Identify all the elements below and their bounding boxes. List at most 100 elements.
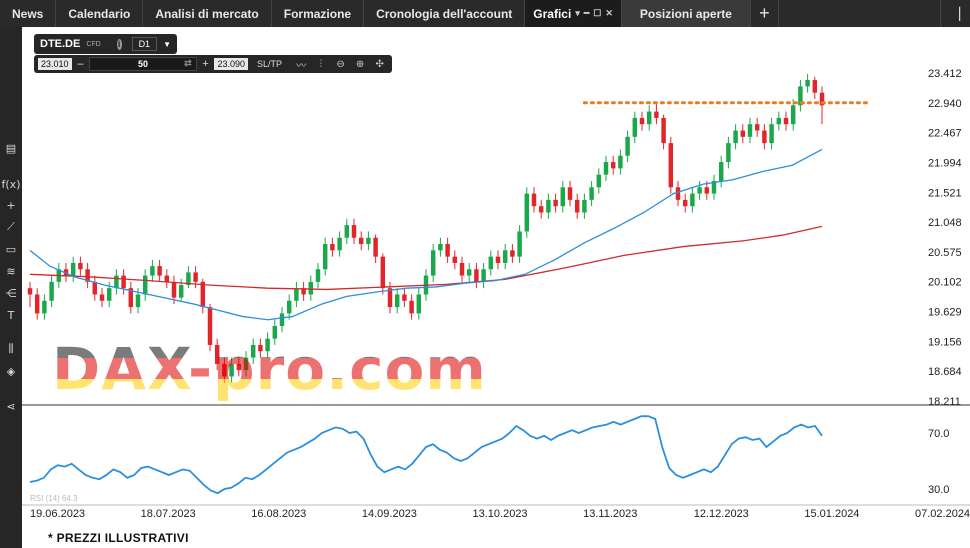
indicators-icon[interactable]: ⫶ [319,58,323,70]
candle-body [92,281,98,295]
panel-toggle-icon[interactable]: ▕ [940,0,970,27]
buy-price-button[interactable]: 23.090 [214,58,248,70]
candle-body [27,288,33,295]
candle-body [776,117,782,125]
layers-icon[interactable]: ◈ [6,364,16,378]
tab-news[interactable]: News [0,0,57,27]
price-axis-label: 22.467 [928,128,962,140]
candle-body [546,199,551,213]
candle-body [466,269,472,276]
sell-price-button[interactable]: 23.010 [38,58,72,70]
maximize-icon[interactable]: ☐ [593,8,602,18]
candle-body [596,174,602,188]
candle-body [42,300,47,314]
price-axis-label: 20.575 [928,247,962,259]
candle-body [632,117,638,137]
candle-body [682,199,688,207]
plus-icon[interactable]: + [751,0,779,27]
chart-area[interactable]: 23.412 22.940 22.467 21.994 21.521 21.048 20.5… [22,27,970,527]
swap-icon[interactable]: ⇄ [184,58,192,68]
candle-body [150,266,155,276]
minimize-icon[interactable]: ━ [583,8,590,18]
rsi-legend: RSI (14) 64.3 [30,494,78,503]
text-tool-icon[interactable]: T [7,308,15,322]
candle-body [574,199,580,213]
rsi-axis-label: 70.0 [928,428,949,440]
candle-body [402,294,407,301]
candle-body [646,111,652,125]
candle-body [114,275,119,289]
sltp-button[interactable]: SL/TP [256,59,282,69]
candle-body [733,130,738,144]
tab-cronologia-account[interactable]: Cronologia dell'account [364,0,526,27]
chevron-down-icon[interactable]: ▼ [163,39,171,49]
tab-formazione[interactable]: Formazione [272,0,365,27]
function-icon[interactable]: f(x) [1,177,21,191]
candle-body [243,357,249,371]
zoom-in-icon[interactable]: ⊕ [355,58,365,70]
price-chart[interactable]: 23.412 22.940 22.467 21.994 21.521 21.048 20.5… [22,27,970,527]
candle-body [769,124,774,144]
tab-analisi-di-mercato[interactable]: Analisi di mercato [143,0,272,27]
time-axis-label: 13.10.2023 [473,508,528,520]
crosshair-icon[interactable]: + [6,198,16,212]
info-icon[interactable]: i [116,38,122,50]
illustrative-prices-note: * PREZZI ILLUSTRATIVI [48,531,189,545]
candle-body [459,262,465,276]
candle-body [639,117,645,125]
candle-body [315,269,321,282]
candle-body [135,294,141,308]
instrument-symbol[interactable]: DTE.DE [40,38,81,50]
time-axis-label: 14.09.2023 [362,508,417,520]
timeframe-select[interactable]: D1 [131,37,158,51]
candle-body [560,187,566,207]
candle-body [186,272,191,286]
rectangle-tool-icon[interactable]: ▭ [5,242,17,256]
candle-body [236,363,242,371]
candle-body [819,92,825,106]
chevron-down-icon[interactable]: ▾ [575,8,580,18]
line-tool-icon[interactable]: ⟋ [7,220,15,233]
candle-body [63,269,69,276]
zoom-out-icon[interactable]: ⊖ [336,58,345,70]
candle-body [164,275,170,282]
candle-body [265,338,270,352]
candle-body [49,281,54,301]
panel-icon[interactable]: ▤ [5,141,17,155]
candle-body [142,275,148,295]
fibonacci-tool-icon[interactable]: ≋ [6,264,16,278]
candle-body [380,256,386,289]
candle-body [85,269,90,282]
candle-body [553,199,558,207]
decrease-quantity-button[interactable]: – [77,58,84,70]
candle-body [322,244,328,270]
moving-average-short-line [29,148,823,321]
increase-quantity-button[interactable]: + [202,58,209,70]
price-axis-label: 20.102 [928,277,962,289]
candle-body [625,136,630,156]
pitchfork-tool-icon[interactable]: ⋲ [5,286,17,300]
candle-body [704,187,710,194]
close-icon[interactable]: ✕ [605,8,613,18]
time-axis-label: 16.08.2023 [251,508,306,520]
candles-icon[interactable]: ⫼ [8,342,14,355]
share-icon[interactable]: ⋖ [6,399,16,413]
line-chart-icon[interactable]: 〰 [296,60,307,72]
candle-body [474,269,479,282]
quantity-input[interactable]: 50 ⇄ [89,57,197,71]
candle-body [330,244,335,251]
candle-body [740,130,746,137]
tab-posizioni-aperte[interactable]: Posizioni aperte [621,0,751,27]
candle-body [171,281,177,298]
move-icon[interactable]: ✣ [375,58,384,70]
price-axis-label: 19.629 [928,307,962,319]
candle-body [106,288,112,301]
candle-body [690,193,695,207]
time-axis-label: 13.11.2023 [583,508,637,520]
candle-body [308,281,314,295]
quantity-value: 50 [137,59,148,69]
tab-grafici[interactable]: Grafici ▾ ━ ☐ ✕ [525,0,622,27]
candle-body [718,162,724,181]
time-axis-label: 12.12.2023 [694,508,749,520]
tab-calendario[interactable]: Calendario [56,0,144,27]
